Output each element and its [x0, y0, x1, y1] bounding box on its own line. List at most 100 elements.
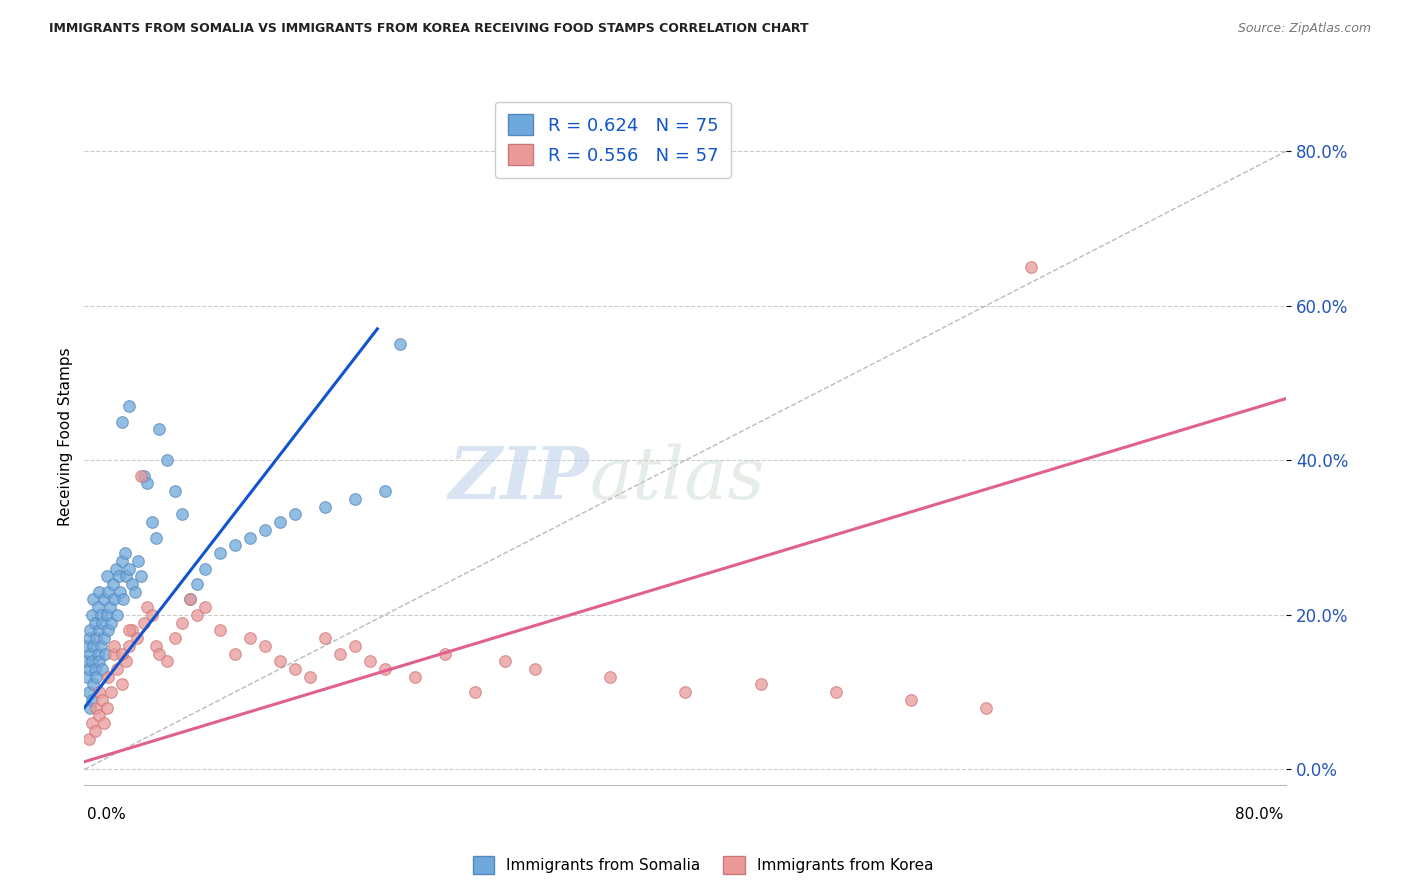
- Point: [170, 615, 193, 630]
- Point: [96, 569, 118, 583]
- Point: [145, 639, 167, 653]
- Point: [103, 592, 125, 607]
- Point: [284, 662, 307, 676]
- Point: [239, 631, 262, 645]
- Point: [156, 453, 179, 467]
- Point: [98, 600, 121, 615]
- Point: [156, 654, 179, 668]
- Point: [100, 685, 122, 699]
- Point: [374, 484, 396, 499]
- Point: [118, 561, 141, 575]
- Point: [90, 607, 112, 622]
- Point: [77, 662, 100, 676]
- Point: [80, 607, 103, 622]
- Point: [111, 677, 134, 691]
- Point: [107, 662, 129, 676]
- Point: [91, 693, 114, 707]
- Point: [89, 624, 111, 638]
- Point: [359, 654, 381, 668]
- Point: [93, 716, 115, 731]
- Point: [524, 662, 547, 676]
- Text: 0.0%: 0.0%: [87, 807, 127, 822]
- Point: [89, 584, 111, 599]
- Point: [93, 592, 115, 607]
- Point: [115, 654, 138, 668]
- Point: [675, 685, 697, 699]
- Point: [101, 577, 124, 591]
- Point: [434, 647, 457, 661]
- Point: [900, 693, 922, 707]
- Point: [374, 662, 396, 676]
- Legend: Immigrants from Somalia, Immigrants from Korea: Immigrants from Somalia, Immigrants from…: [467, 850, 939, 880]
- Point: [100, 615, 122, 630]
- Point: [91, 662, 114, 676]
- Point: [86, 700, 108, 714]
- Point: [111, 554, 134, 568]
- Text: Source: ZipAtlas.com: Source: ZipAtlas.com: [1237, 22, 1371, 36]
- Point: [134, 615, 156, 630]
- Point: [253, 639, 276, 653]
- Point: [111, 415, 134, 429]
- Point: [194, 600, 217, 615]
- Text: 80.0%: 80.0%: [1236, 807, 1284, 822]
- Point: [87, 600, 110, 615]
- Point: [76, 639, 98, 653]
- Point: [134, 468, 156, 483]
- Point: [599, 670, 621, 684]
- Point: [284, 508, 307, 522]
- Point: [89, 685, 111, 699]
- Y-axis label: Receiving Food Stamps: Receiving Food Stamps: [58, 348, 73, 526]
- Text: IMMIGRANTS FROM SOMALIA VS IMMIGRANTS FROM KOREA RECEIVING FOOD STAMPS CORRELATI: IMMIGRANTS FROM SOMALIA VS IMMIGRANTS FR…: [49, 22, 808, 36]
- Point: [90, 639, 112, 653]
- Point: [269, 515, 291, 529]
- Point: [115, 569, 138, 583]
- Point: [111, 647, 134, 661]
- Point: [103, 647, 125, 661]
- Point: [124, 584, 146, 599]
- Point: [824, 685, 846, 699]
- Point: [464, 685, 486, 699]
- Point: [224, 647, 246, 661]
- Point: [107, 607, 129, 622]
- Point: [79, 624, 101, 638]
- Point: [82, 592, 104, 607]
- Point: [125, 631, 148, 645]
- Point: [103, 639, 125, 653]
- Point: [87, 647, 110, 661]
- Point: [148, 422, 170, 436]
- Point: [145, 531, 167, 545]
- Point: [79, 647, 101, 661]
- Point: [136, 476, 159, 491]
- Point: [121, 624, 143, 638]
- Point: [239, 531, 262, 545]
- Point: [75, 654, 97, 668]
- Point: [82, 639, 104, 653]
- Point: [118, 639, 141, 653]
- Text: ZIP: ZIP: [449, 443, 589, 515]
- Point: [208, 546, 231, 560]
- Legend: R = 0.624   N = 75, R = 0.556   N = 57: R = 0.624 N = 75, R = 0.556 N = 57: [495, 102, 731, 178]
- Point: [1019, 260, 1042, 274]
- Point: [269, 654, 291, 668]
- Point: [314, 500, 336, 514]
- Point: [136, 600, 159, 615]
- Point: [343, 639, 366, 653]
- Point: [93, 631, 115, 645]
- Point: [118, 399, 141, 413]
- Point: [141, 607, 163, 622]
- Point: [148, 647, 170, 661]
- Point: [343, 491, 366, 506]
- Point: [404, 670, 426, 684]
- Point: [114, 546, 136, 560]
- Point: [163, 484, 186, 499]
- Point: [104, 561, 127, 575]
- Point: [298, 670, 321, 684]
- Point: [208, 624, 231, 638]
- Point: [96, 700, 118, 714]
- Point: [80, 693, 103, 707]
- Point: [131, 468, 153, 483]
- Point: [91, 615, 114, 630]
- Point: [170, 508, 193, 522]
- Point: [131, 569, 153, 583]
- Point: [253, 523, 276, 537]
